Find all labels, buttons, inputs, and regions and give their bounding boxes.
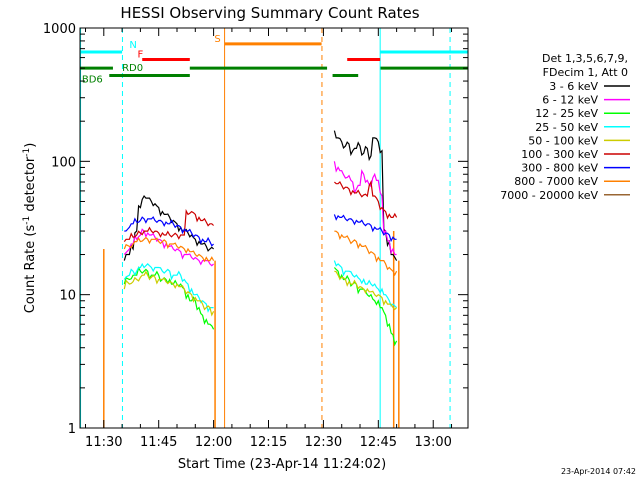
y-tick-label: 1000 xyxy=(43,22,76,37)
y-tick-label: 10 xyxy=(59,289,76,304)
x-axis-label: Start Time (23-Apr-14 11:24:02) xyxy=(178,457,386,472)
status-label-n: N xyxy=(129,40,136,51)
x-tick-label: 11:30 xyxy=(85,435,122,450)
legend-label: 800 - 7000 keV xyxy=(514,175,598,188)
series-line-3-seg-1 xyxy=(333,260,398,309)
y-axis-label-sup1: -1 xyxy=(22,216,32,225)
series-line-2-seg-0 xyxy=(123,266,215,330)
legend-header-line: Det 1,3,5,6,7,9, xyxy=(542,52,628,65)
status-label-s: S xyxy=(214,34,220,45)
status-label-f: F xyxy=(137,50,143,61)
legend-label: 100 - 300 keV xyxy=(521,148,598,161)
x-tick-label: 12:45 xyxy=(360,435,397,450)
legend-label: 12 - 25 keV xyxy=(535,107,598,120)
series-line-4-seg-0 xyxy=(123,270,215,317)
plot-frame xyxy=(79,27,469,429)
y-axis-label-mid: detector xyxy=(23,156,38,216)
timestamp-stamp: 23-Apr-2014 07:42 xyxy=(561,467,636,476)
series-line-6-seg-0 xyxy=(124,216,215,247)
x-tick-label: 12:15 xyxy=(250,435,287,450)
legend: Det 1,3,5,6,7,9,FDecim 1, Att 03 - 6 keV… xyxy=(500,52,630,202)
status-label-rd0: RD0 xyxy=(122,63,143,74)
series-line-1-seg-1 xyxy=(333,161,397,256)
legend-label: 6 - 12 keV xyxy=(542,94,598,107)
y-axis-label: Count Rate (s-1 detector-1) xyxy=(22,143,38,314)
chart-title: HESSI Observing Summary Count Rates xyxy=(120,4,419,22)
series-line-3-seg-0 xyxy=(123,262,214,313)
y-axis: 1 10 100 1000 xyxy=(43,22,468,437)
legend-label: 25 - 50 keV xyxy=(535,121,598,134)
y-tick-label: 100 xyxy=(51,155,76,170)
series-line-7-seg-0 xyxy=(123,236,215,263)
x-axis: 11:30 11:45 12:00 12:15 12:30 12:45 13:00 xyxy=(84,28,453,450)
series-line-4-seg-1 xyxy=(334,270,398,311)
series-line-0-seg-0 xyxy=(123,194,215,261)
status-label-bd6: BD6 xyxy=(82,75,103,86)
y-tick-label: 1 xyxy=(68,422,76,437)
y-axis-label-sup2: -1 xyxy=(22,148,32,157)
series-line-1-seg-0 xyxy=(123,228,215,267)
legend-label: 300 - 800 keV xyxy=(521,162,598,175)
y-axis-label-end: ) xyxy=(23,143,38,148)
legend-label: 7000 - 20000 keV xyxy=(500,189,598,202)
series-line-5-seg-1 xyxy=(333,179,398,220)
legend-label: 50 - 100 keV xyxy=(528,134,598,147)
plot-area: NF RD0 BD6 S xyxy=(80,28,468,428)
series-line-6-seg-1 xyxy=(333,214,397,243)
series-line-5-seg-0 xyxy=(123,208,215,242)
legend-label: 3 - 6 keV xyxy=(549,80,598,93)
x-tick-label: 13:00 xyxy=(414,435,451,450)
x-tick-label: 12:00 xyxy=(195,435,232,450)
x-tick-label: 12:30 xyxy=(305,435,342,450)
y-axis-label-main: Count Rate (s xyxy=(23,225,38,314)
legend-header-line: FDecim 1, Att 0 xyxy=(543,66,628,79)
x-tick-label: 11:45 xyxy=(140,435,177,450)
series-line-7-seg-1 xyxy=(334,230,398,277)
